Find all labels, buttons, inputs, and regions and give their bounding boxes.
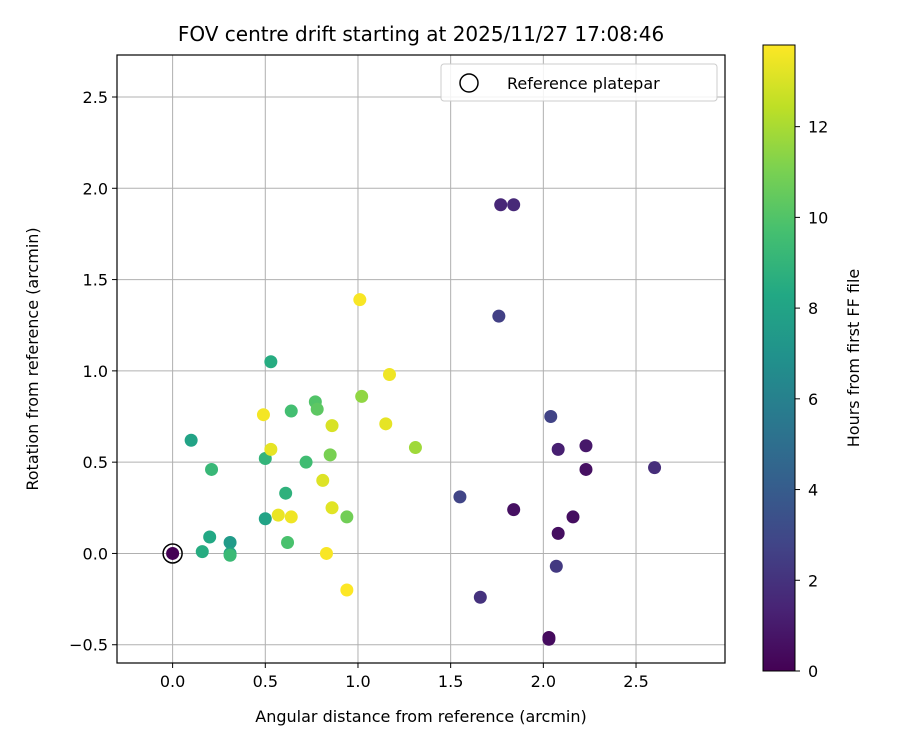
data-point <box>340 583 354 597</box>
y-axis-label: Rotation from reference (arcmin) <box>23 227 42 490</box>
colorbar-tick-label: 4 <box>808 481 818 500</box>
data-point <box>264 355 278 369</box>
legend-box <box>440 63 718 102</box>
data-point <box>551 526 565 540</box>
data-point <box>284 404 298 418</box>
data-point <box>195 545 209 559</box>
data-point <box>353 293 367 307</box>
colorbar-tick-label: 6 <box>808 390 818 409</box>
data-point <box>579 462 593 476</box>
y-axis-ticks: −0.5 0.0 0.5 1.0 1.5 2.0 2.5 <box>69 88 117 655</box>
data-point <box>319 546 333 560</box>
data-point <box>549 559 563 573</box>
data-point <box>492 309 506 323</box>
grid <box>117 55 725 663</box>
data-point <box>284 510 298 524</box>
data-point <box>507 503 521 517</box>
data-point <box>473 590 487 604</box>
data-point <box>310 402 324 416</box>
data-point <box>325 419 339 433</box>
colorbar-tick-label: 10 <box>808 208 828 227</box>
plot-frame <box>116 54 726 664</box>
colorbar-tick-label: 2 <box>808 571 818 590</box>
data-point <box>340 510 354 524</box>
data-point <box>223 535 237 549</box>
colorbar-label: Hours from first FF file <box>844 269 863 448</box>
reference-marker-group <box>162 543 183 564</box>
data-point <box>316 473 330 487</box>
x-axis-label: Angular distance from reference (arcmin) <box>255 707 586 726</box>
data-point <box>323 448 337 462</box>
reference-marker <box>162 543 183 564</box>
y-tick-label: 2.0 <box>83 179 108 198</box>
data-point <box>223 548 237 562</box>
data-point <box>256 408 270 422</box>
data-point <box>355 389 369 403</box>
chart-title: FOV centre drift starting at 2025/11/27 … <box>178 22 664 46</box>
data-point <box>551 442 565 456</box>
data-point <box>408 441 422 455</box>
data-point <box>281 535 295 549</box>
data-point <box>453 490 467 504</box>
data-point <box>258 512 272 526</box>
colorbar: 0 2 4 6 8 10 12 Hours from first FF file <box>762 44 863 681</box>
data-point <box>579 439 593 453</box>
data-point <box>205 462 219 476</box>
x-tick-label: 0.0 <box>160 672 185 691</box>
data-point <box>494 198 508 212</box>
x-tick-label: 2.5 <box>623 672 648 691</box>
y-tick-label: 0.0 <box>83 544 108 563</box>
data-point <box>325 501 339 515</box>
data-point <box>382 368 396 382</box>
data-point <box>648 461 662 475</box>
y-tick-label: 0.5 <box>83 453 108 472</box>
x-tick-label: 1.0 <box>345 672 370 691</box>
colorbar-tick-label: 0 <box>808 662 818 681</box>
data-point <box>542 632 556 646</box>
x-tick-label: 1.5 <box>438 672 463 691</box>
data-point <box>203 530 217 544</box>
x-tick-label: 2.0 <box>531 672 556 691</box>
x-tick-label: 0.5 <box>253 672 278 691</box>
colorbar-tick-label: 12 <box>808 118 828 137</box>
y-tick-label: 2.5 <box>83 88 108 107</box>
legend-entry: Reference platepar <box>507 74 660 93</box>
colorbar-tick-label: 8 <box>808 299 818 318</box>
data-point <box>184 433 198 447</box>
colorbar-ticks: 0 2 4 6 8 10 12 <box>795 118 828 681</box>
data-point <box>507 198 521 212</box>
data-point <box>299 455 313 469</box>
x-axis-ticks: 0.0 0.5 1.0 1.5 2.0 2.5 <box>160 663 649 691</box>
data-point <box>566 510 580 524</box>
y-tick-label: 1.5 <box>83 271 108 290</box>
data-point <box>279 486 293 500</box>
data-point <box>166 546 180 560</box>
data-point <box>271 508 285 522</box>
y-tick-label: 1.0 <box>83 362 108 381</box>
data-point <box>379 417 393 431</box>
legend-marker-icon <box>459 73 479 93</box>
colorbar-gradient <box>762 44 796 672</box>
data-point <box>264 442 278 456</box>
y-tick-label: −0.5 <box>69 636 108 655</box>
data-points <box>166 198 662 646</box>
legend: Reference platepar <box>440 63 718 102</box>
data-point <box>544 410 558 424</box>
